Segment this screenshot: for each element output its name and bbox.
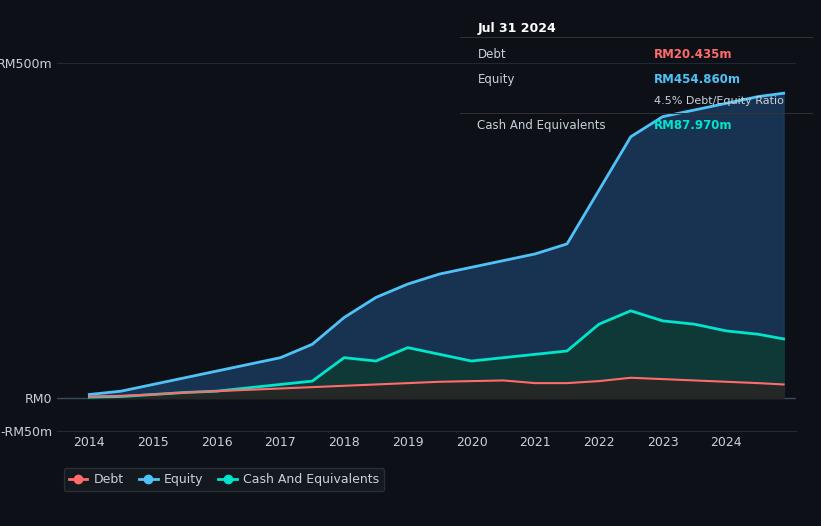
Text: Equity: Equity: [478, 74, 515, 86]
Text: 4.5% Debt/Equity Ratio: 4.5% Debt/Equity Ratio: [654, 96, 784, 106]
Text: Debt: Debt: [478, 48, 506, 61]
Text: RM87.970m: RM87.970m: [654, 119, 732, 132]
Legend: Debt, Equity, Cash And Equivalents: Debt, Equity, Cash And Equivalents: [64, 468, 384, 491]
Text: RM454.860m: RM454.860m: [654, 74, 741, 86]
Text: Cash And Equivalents: Cash And Equivalents: [478, 119, 606, 132]
Text: RM20.435m: RM20.435m: [654, 48, 732, 61]
Text: Jul 31 2024: Jul 31 2024: [478, 22, 556, 35]
